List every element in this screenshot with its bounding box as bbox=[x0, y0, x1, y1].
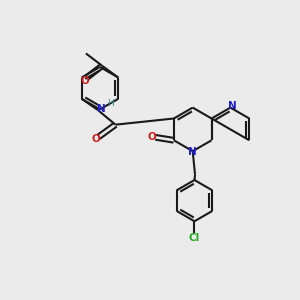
Text: O: O bbox=[91, 134, 100, 144]
Text: N: N bbox=[188, 147, 197, 158]
Text: Cl: Cl bbox=[189, 233, 200, 243]
Text: O: O bbox=[80, 76, 89, 85]
Text: O: O bbox=[148, 132, 156, 142]
Text: N: N bbox=[97, 104, 106, 114]
Text: N: N bbox=[227, 101, 236, 111]
Text: H: H bbox=[107, 99, 113, 108]
